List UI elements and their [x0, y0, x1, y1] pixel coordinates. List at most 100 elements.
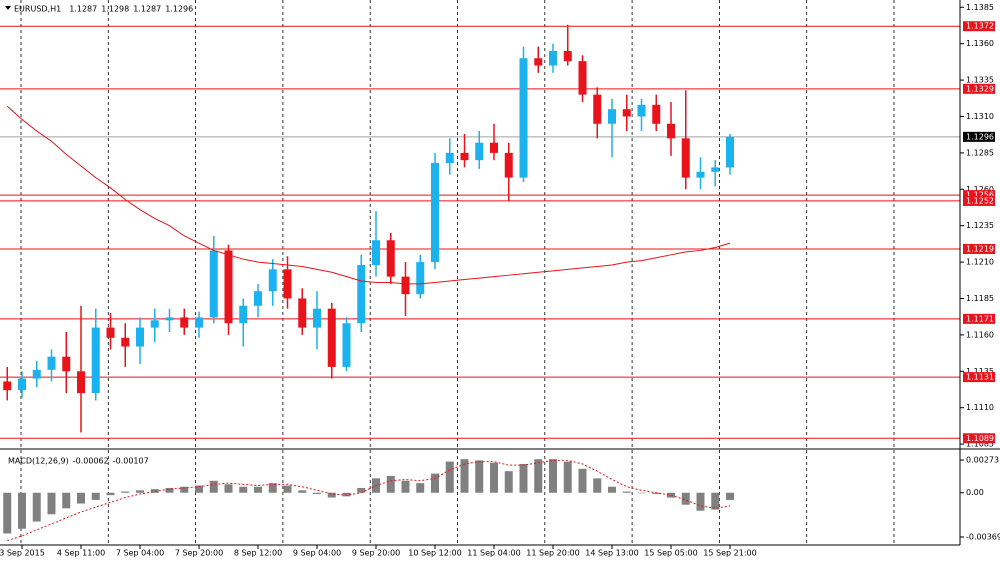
x-tick-label: 11 Sep 04:00	[467, 549, 520, 558]
candle-body	[180, 317, 189, 328]
y-tick-label: 1.1110	[966, 403, 994, 412]
candle-body	[32, 369, 41, 379]
y-tick-label: 1.1285	[966, 148, 994, 157]
y-tick-label: 1.1360	[966, 39, 994, 48]
macd-bar	[401, 480, 410, 493]
macd-bar	[298, 490, 307, 493]
symbol-title: EURUSD,H1	[14, 5, 61, 14]
macd-value: -0.00062	[73, 457, 109, 466]
candle-body	[490, 142, 498, 153]
candle-body	[637, 104, 646, 117]
y-tick-label: 1.1160	[966, 330, 994, 339]
macd-bar	[150, 489, 159, 493]
level-label-text: 1.1089	[966, 434, 994, 443]
y-tick-label: 1.1235	[966, 221, 994, 230]
macd-bar	[534, 459, 543, 493]
macd-bar	[681, 492, 690, 505]
x-tick-label: 14 Sep 13:00	[585, 549, 638, 558]
level-label-text: 1.1256	[966, 191, 994, 200]
macd-bar	[195, 485, 203, 493]
macd-bar	[18, 492, 26, 529]
candle-body	[431, 163, 439, 263]
macd-bar	[593, 478, 602, 493]
level-label-bg	[963, 313, 995, 324]
candle-body	[681, 138, 690, 178]
macd-bar	[209, 480, 218, 493]
macd-bar	[136, 490, 144, 493]
candle-body	[711, 167, 720, 172]
level-label: 1.1131	[963, 372, 995, 383]
level-label-bg	[963, 243, 995, 254]
candle-body	[224, 250, 233, 324]
macd-bar	[490, 462, 498, 493]
macd-bar	[268, 483, 277, 493]
candle-body	[416, 262, 425, 295]
macd-bar	[180, 486, 189, 493]
y-tick-label: 0.00	[966, 488, 984, 497]
level-label-text: 1.1252	[966, 196, 994, 205]
candle-body	[209, 250, 218, 318]
level-label-text: 1.1131	[966, 373, 994, 382]
header-ohlc: 1.1287	[69, 5, 97, 14]
level-label: 1.1219	[963, 243, 995, 254]
macd-bar	[239, 486, 248, 493]
macd-title: MACD(12,26,9)	[8, 457, 69, 466]
candle-body	[696, 171, 705, 178]
macd-bar	[386, 475, 395, 493]
macd-bar	[3, 492, 12, 534]
candle-body	[327, 308, 336, 367]
candle-body	[106, 327, 115, 338]
macd-bar	[283, 485, 292, 493]
macd-bar	[342, 492, 351, 497]
level-label-bg	[963, 372, 995, 383]
candle-body	[298, 298, 307, 328]
candle-body	[563, 50, 572, 62]
y-tick-label: 1.1260	[966, 185, 994, 194]
macd-bar	[637, 492, 646, 494]
candle-body	[549, 50, 557, 66]
macd-bar	[327, 492, 336, 498]
candle-body	[726, 136, 734, 168]
level-label: 1.1171	[963, 313, 995, 324]
candle-body	[578, 61, 587, 95]
macd-bar	[165, 487, 174, 493]
level-label-text: 1.1219	[966, 244, 994, 253]
macd-bar	[504, 471, 513, 493]
header-ohlc: 1.1296	[165, 5, 193, 14]
plot	[0, 24, 960, 542]
macd-bar	[313, 492, 321, 494]
candle-body	[47, 356, 56, 370]
candle-body	[504, 152, 513, 178]
candle-body	[386, 240, 395, 277]
macd-bar	[62, 492, 71, 509]
level-label-text: 1.1329	[966, 84, 994, 93]
level-label-bg	[963, 21, 995, 32]
x-tick-label: 3 Sep 2015	[0, 549, 45, 558]
candle-body	[652, 104, 661, 124]
level-label-text: 1.1171	[966, 314, 994, 323]
current-price-label: 1.1296	[963, 131, 995, 142]
candle-body	[593, 94, 602, 124]
y-tick-label: 1.1135	[966, 367, 994, 376]
candle-body	[519, 58, 528, 178]
macd-bar	[563, 461, 572, 493]
y-tick-label: 0.00273	[966, 456, 999, 465]
candle-body	[165, 317, 174, 321]
y-tick-label: 1.1085	[966, 440, 994, 449]
macd-bar	[578, 468, 587, 493]
macd-bar	[77, 492, 85, 504]
macd-bar	[519, 463, 528, 493]
macd-bar	[549, 459, 557, 493]
y-tick-label: 1.1385	[966, 3, 994, 12]
grid	[20, 0, 895, 545]
x-tick-label: 15 Sep 05:00	[644, 549, 697, 558]
macd-bar	[460, 459, 469, 493]
level-label: 1.1089	[963, 433, 995, 444]
macd-bar	[47, 492, 56, 515]
candle-body	[62, 356, 71, 372]
candle-body	[357, 264, 366, 324]
level-label: 1.1256	[963, 190, 995, 201]
x-tick-label: 10 Sep 12:00	[408, 549, 461, 558]
